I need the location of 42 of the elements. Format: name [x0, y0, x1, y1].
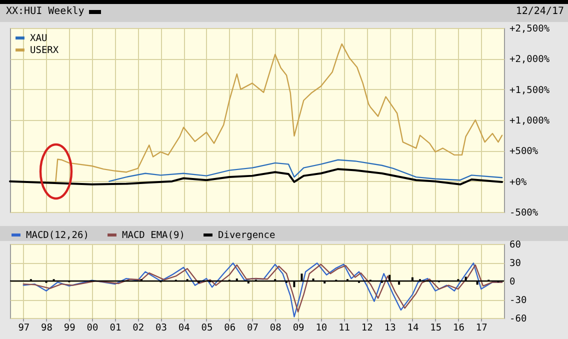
y-tick-label: +1,500%: [510, 84, 550, 96]
legend-label: MACD EMA(9): [122, 230, 185, 241]
x-tick-label: 01: [110, 322, 122, 334]
y-tick-label: +0%: [510, 176, 527, 188]
y-tick-label: 0: [510, 276, 516, 288]
x-tick-label: 13: [384, 322, 396, 334]
y-tick-label: +500%: [510, 146, 538, 158]
x-tick-label: 15: [430, 322, 442, 334]
legend-label: XAU: [30, 33, 48, 44]
y-tick-label: 60: [510, 240, 522, 250]
x-tick-label: 00: [86, 322, 99, 334]
legend-label: MACD(12,26): [26, 230, 89, 241]
x-tick-label: 08: [270, 322, 282, 334]
x-tick-label: 04: [178, 322, 190, 334]
y-tick-label: -500%: [510, 208, 538, 218]
x-tick-label: 98: [41, 322, 53, 334]
line-series: [108, 159, 503, 182]
x-tick-label: 02: [132, 322, 144, 334]
chart-title: XX:HUI Weekly: [6, 6, 84, 17]
x-tick-label: 11: [338, 322, 350, 334]
x-tick-label: 09: [292, 322, 305, 334]
x-tick-label: 07: [247, 322, 258, 334]
y-tick-label: 30: [510, 258, 522, 269]
text: 12/24/17: [516, 6, 564, 17]
y-tick-label: -60: [510, 314, 527, 324]
legend-label: Divergence: [218, 230, 276, 241]
x-tick-label: 03: [155, 322, 167, 334]
x-tick-label: 97: [18, 322, 30, 334]
y-tick-label: +2,000%: [510, 54, 550, 66]
x-tick-label: 16: [452, 322, 465, 334]
y-tick-label: +2,500%: [510, 24, 550, 34]
x-tick-label: 10: [316, 322, 328, 334]
x-tick-label: 05: [201, 322, 213, 334]
x-tick-label: 14: [407, 322, 419, 334]
legend-label: USERX: [30, 45, 59, 56]
line-series: [9, 168, 504, 186]
x-tick-label: 99: [64, 322, 76, 334]
x-tick-label: 17: [476, 322, 488, 334]
x-tick-label: 12: [361, 322, 373, 334]
y-tick-label: -30: [510, 295, 527, 306]
x-tick-label: 06: [224, 322, 236, 334]
y-tick-label: +1,000%: [510, 116, 550, 126]
